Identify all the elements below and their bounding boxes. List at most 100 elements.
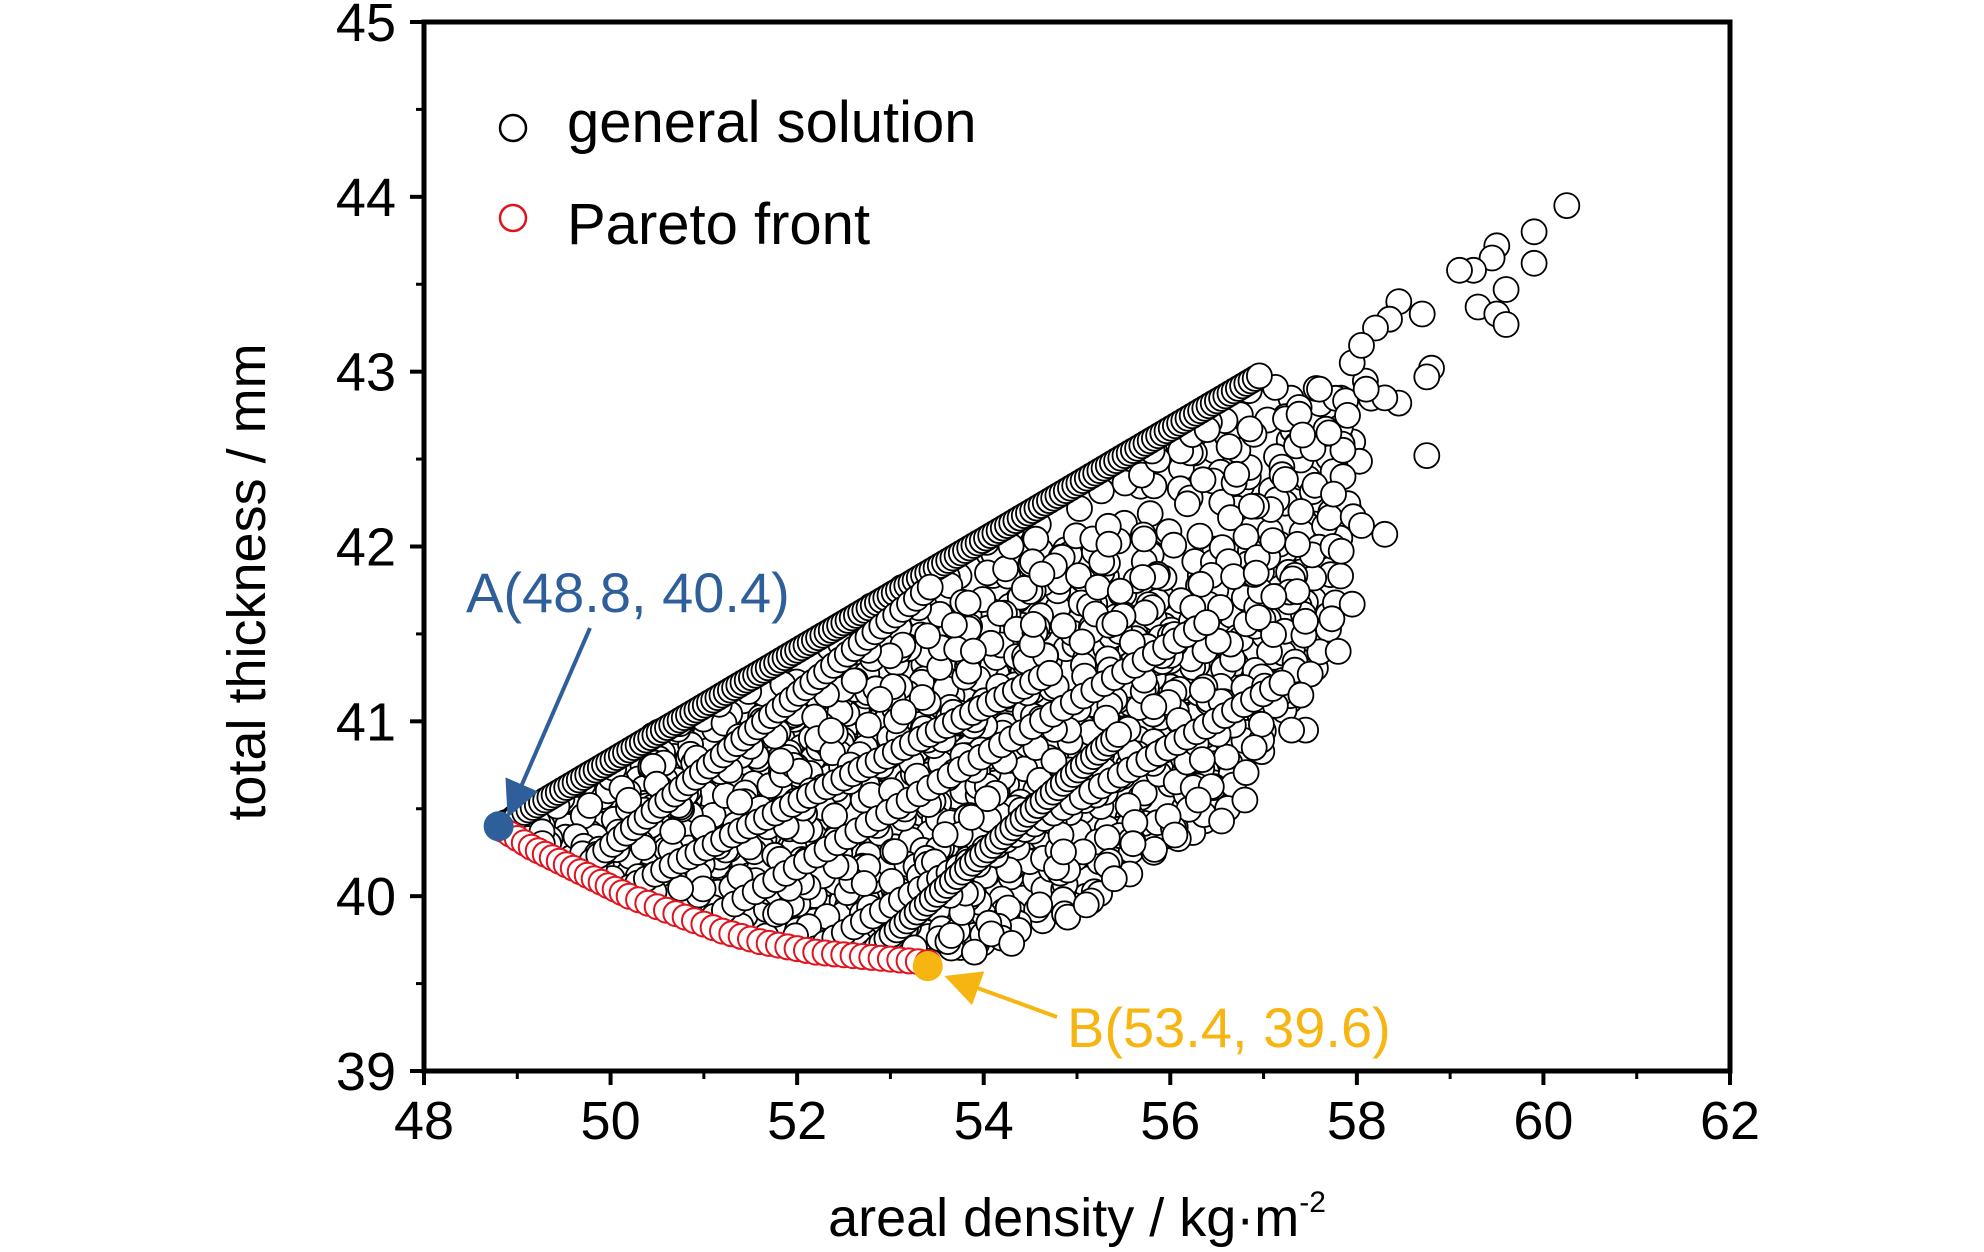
general-solution-point: [1338, 590, 1366, 618]
general-solution-point: [850, 870, 878, 897]
general-solution-point: [1184, 786, 1212, 814]
general-solution-point: [1068, 628, 1096, 656]
x-axis-ticks: 48 50 52 54 56 58 60 62: [394, 1071, 1760, 1151]
general-solution-point: [1028, 560, 1056, 588]
general-solution-point: [1054, 903, 1082, 931]
general-solution-point: [1289, 421, 1316, 449]
general-solution-point: [1050, 612, 1077, 640]
point-a-marker: [483, 811, 514, 842]
general-solution-point: [1248, 710, 1275, 738]
general-solution-point: [960, 637, 987, 665]
general-solution-point: [1348, 512, 1375, 539]
x-tick-label: 50: [581, 1091, 641, 1151]
x-tick-label: 56: [1140, 1091, 1200, 1151]
general-solution-point: [954, 589, 982, 617]
general-solution-point: [1050, 838, 1077, 866]
general-solution-point: [881, 838, 909, 865]
general-solution-point: [1408, 300, 1436, 328]
y-tick-label: 40: [336, 867, 396, 927]
general-solution-point: [1106, 577, 1134, 605]
general-solution-point: [1065, 562, 1092, 589]
general-solution-point: [1010, 575, 1038, 602]
general-solution-point: [998, 930, 1026, 957]
y-tick-label: 44: [336, 168, 396, 228]
general-solution-point: [1413, 442, 1441, 470]
x-tick-label: 62: [1700, 1091, 1760, 1151]
general-solution-point: [1022, 525, 1050, 553]
general-solution-point: [1492, 276, 1520, 303]
x-tick-label: 58: [1327, 1091, 1387, 1151]
general-solution-point: [1119, 830, 1147, 858]
point-b-marker: [912, 951, 943, 982]
general-solution-point: [1131, 599, 1159, 627]
general-solution-point: [931, 821, 959, 848]
general-solution-point: [1232, 523, 1260, 550]
general-solution-point: [659, 818, 687, 845]
general-solution-point: [1130, 525, 1158, 553]
general-solution-point: [1348, 331, 1375, 359]
legend-label-pareto: Pareto front: [567, 192, 870, 257]
y-tick-label: 42: [336, 518, 396, 578]
general-solution-point: [726, 788, 753, 816]
general-solution-point: [1095, 530, 1123, 558]
general-solution-point: [1240, 734, 1268, 761]
general-solution-point: [1520, 218, 1548, 246]
general-solution-point: [1352, 375, 1380, 403]
y-axis-ticks: 39 40 41 42 43 44 45: [336, 0, 424, 1102]
general-solution-point: [1246, 362, 1273, 390]
general-solution-point: [767, 747, 795, 775]
general-solution-point: [1129, 564, 1156, 591]
general-solution-point: [1413, 363, 1441, 391]
general-solution-point: [1231, 786, 1259, 814]
annotation-b: B(53.4, 39.6): [944, 971, 1391, 1059]
general-solution-point: [1283, 578, 1311, 605]
general-solution-point: [974, 785, 1001, 813]
general-solution-point: [1072, 891, 1100, 919]
general-solution-point: [1287, 498, 1315, 525]
general-solution-point: [576, 792, 604, 819]
general-solution-points: [490, 192, 1581, 966]
general-solution-point: [957, 804, 985, 831]
general-solution-point: [1362, 314, 1389, 342]
legend-label-general: general solution: [567, 90, 977, 155]
legend-marker-pareto: [498, 203, 528, 233]
annotation-a-arrow: [505, 627, 592, 818]
general-solution-point: [1101, 610, 1129, 637]
y-tick-label: 39: [336, 1042, 396, 1102]
general-solution-point: [1223, 460, 1251, 488]
general-solution-point: [866, 686, 894, 713]
general-solution-point: [1272, 466, 1299, 493]
x-tick-label: 54: [954, 1091, 1014, 1151]
general-solution-point: [1100, 865, 1128, 893]
general-solution-point: [1238, 492, 1265, 520]
general-solution-point: [937, 922, 965, 949]
highlight-points: [483, 811, 943, 982]
general-solution-point: [908, 684, 936, 711]
general-solution-point: [1318, 605, 1346, 633]
general-solution-point: [916, 573, 944, 601]
x-axis-label: areal density / kg·m-2: [828, 1186, 1326, 1248]
general-solution-point: [1327, 562, 1354, 590]
general-solution-point: [1284, 531, 1311, 558]
general-solution-point: [992, 555, 1019, 583]
general-solution-point: [1520, 249, 1548, 277]
annotation-b-arrow: [944, 971, 1058, 1019]
general-solution-point: [840, 667, 868, 695]
annotation-a-label: A(48.8, 40.4): [466, 561, 790, 624]
general-solution-point: [1026, 891, 1054, 919]
general-solution-point: [1334, 401, 1361, 429]
general-solution-point: [914, 622, 941, 650]
y-tick-label: 45: [336, 0, 396, 53]
general-solution-point: [1208, 807, 1235, 835]
general-solution-point: [1446, 256, 1473, 284]
general-solution-point: [1160, 531, 1188, 559]
general-solution-point: [1244, 604, 1272, 631]
general-solution-point: [1217, 504, 1244, 532]
general-solution-point: [817, 717, 845, 744]
general-solution-point: [615, 786, 643, 814]
general-solution-point: [1315, 419, 1343, 447]
general-solution-point: [1193, 609, 1221, 636]
general-solution-point: [1553, 192, 1581, 220]
x-axis-label-superscript: -2: [1299, 1186, 1326, 1219]
general-solution-point: [1320, 480, 1347, 508]
